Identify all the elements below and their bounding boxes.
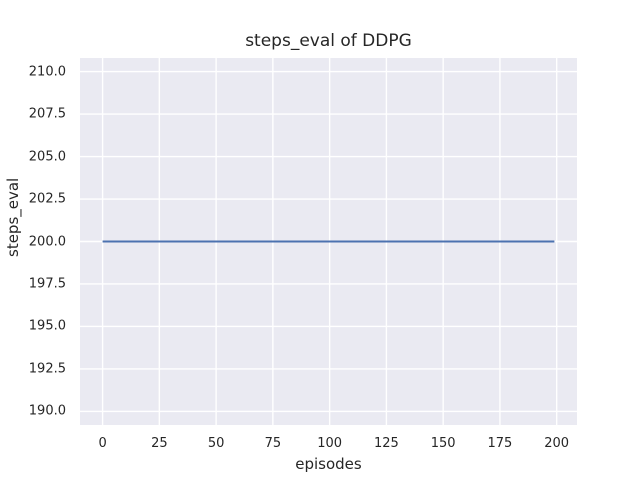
x-tick-label: 0 [98, 436, 107, 451]
chart-title: steps_eval of DDPG [245, 31, 412, 51]
y-tick-label: 207.5 [28, 106, 66, 122]
x-tick-label: 25 [151, 436, 168, 451]
y-tick-label: 192.5 [28, 361, 66, 377]
plot-area [80, 58, 577, 425]
y-tick-label: 202.5 [28, 191, 66, 207]
y-tick-label: 210.0 [28, 64, 66, 80]
x-tick-label: 75 [264, 436, 282, 451]
x-tick-label: 200 [544, 436, 570, 451]
y-tick-label: 195.0 [28, 318, 66, 334]
x-tick-label: 175 [487, 436, 513, 451]
y-tick-label: 200.0 [28, 234, 66, 249]
y-tick-label: 205.0 [28, 149, 66, 165]
y-tick-label: 197.5 [28, 276, 66, 292]
x-tick-label: 125 [373, 436, 399, 451]
x-tick-label: 50 [207, 436, 225, 451]
y-tick-label: 190.0 [28, 403, 66, 419]
x-tick-label: 100 [317, 436, 343, 451]
x-tick-label: 150 [430, 436, 456, 451]
x-axis-label: episodes [295, 455, 362, 473]
plot-canvas [80, 58, 577, 425]
